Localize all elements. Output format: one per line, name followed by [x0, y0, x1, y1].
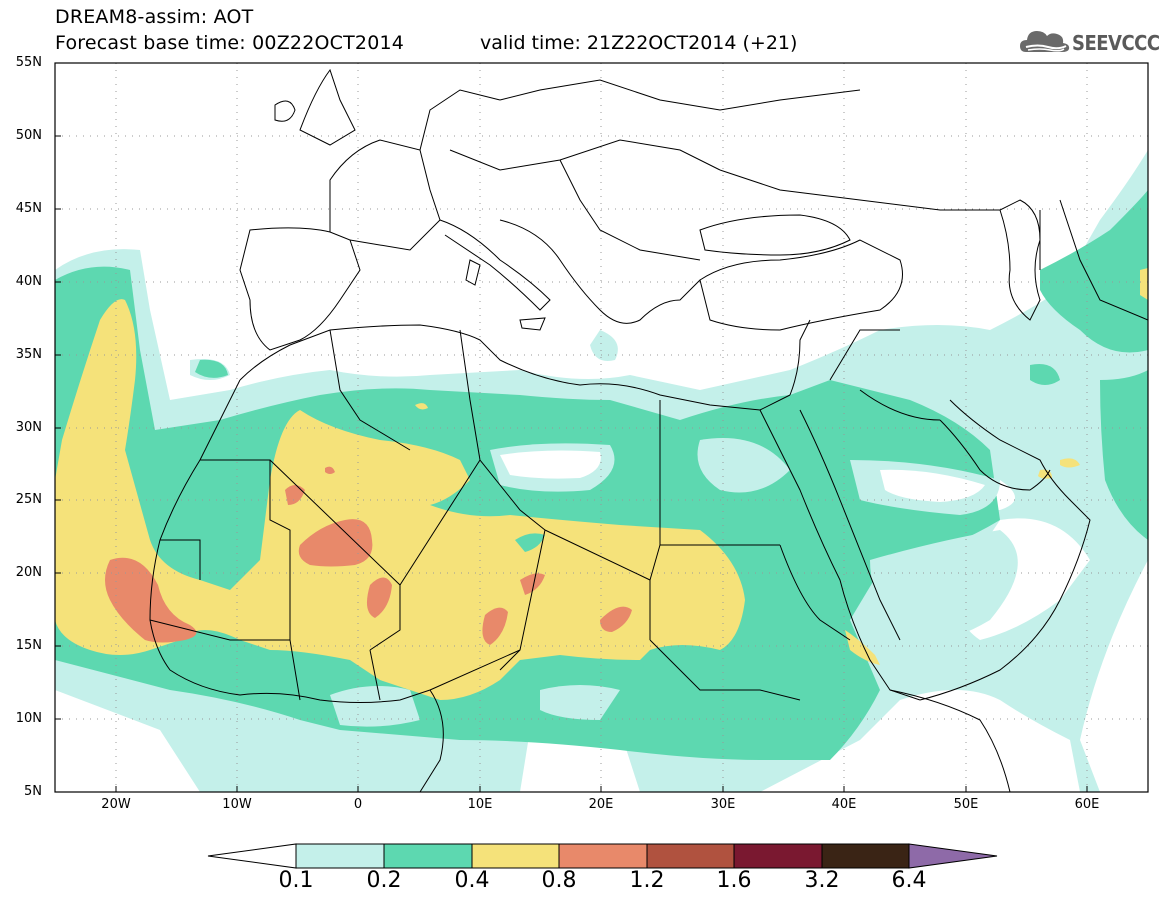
aot-band-0.2-inner [515, 533, 545, 552]
aot-band-0.4 [55, 268, 1148, 700]
lat-label-15n: 15N [15, 638, 42, 653]
lat-label-45n: 45N [15, 201, 42, 216]
colorbar-label-6.4: 6.4 [891, 868, 927, 893]
seevccc-logo: SEEVCCC [1018, 22, 1160, 62]
chart-title: DREAM8-assim: AOT [55, 6, 254, 28]
logo-text: SEEVCCC [1072, 31, 1160, 55]
lat-label-5n: 5N [24, 784, 42, 799]
lon-label-0: 0 [353, 797, 363, 812]
base-time-label: Forecast base time: 00Z22OCT2014 [55, 32, 405, 54]
valid-time-label: valid time: 21Z22OCT2014 (+21) [480, 32, 798, 54]
axis-ticks [55, 135, 1088, 792]
lon-label-40e: 40E [831, 797, 857, 812]
lat-label-10n: 10N [15, 711, 42, 726]
lat-label-40n: 40N [15, 274, 42, 289]
colorbar-label-0.8: 0.8 [541, 868, 577, 893]
colorbar-label-1.2: 1.2 [629, 868, 665, 893]
colorbar-label-0.4: 0.4 [454, 868, 490, 893]
lon-label-10e: 10E [467, 797, 493, 812]
lat-label-55n: 55N [15, 55, 42, 70]
map-grid [55, 63, 1148, 792]
lon-label-10w: 10W [222, 797, 252, 812]
aot-clear-inner [500, 450, 985, 502]
colorbar-label-1.6: 1.6 [716, 868, 752, 893]
lat-label-50n: 50N [15, 128, 42, 143]
lon-label-20w: 20W [101, 797, 131, 812]
lat-label-25n: 25N [15, 492, 42, 507]
colorbar-label-3.2: 3.2 [804, 868, 840, 893]
lat-label-30n: 30N [15, 420, 42, 435]
lat-label-35n: 35N [15, 347, 42, 362]
colorbar-label-0.2: 0.2 [366, 868, 402, 893]
lon-label-50e: 50E [953, 797, 979, 812]
lat-label-20n: 20N [15, 565, 42, 580]
cloud-icon [1020, 31, 1070, 52]
lon-label-30e: 30E [710, 797, 736, 812]
colorbar-label-0.1: 0.1 [278, 868, 314, 893]
lon-label-60e: 60E [1074, 797, 1100, 812]
lon-label-20e: 20E [588, 797, 614, 812]
coastlines [149, 68, 1148, 792]
aot-field [55, 63, 1148, 792]
